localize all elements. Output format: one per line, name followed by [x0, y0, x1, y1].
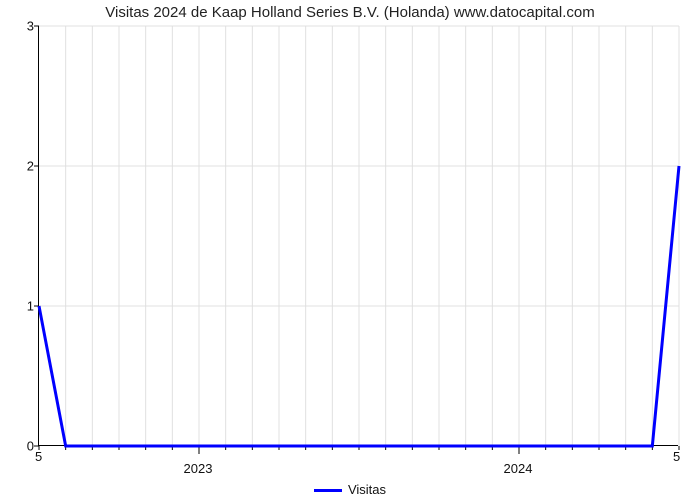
xmajor-label-1: 2024 [504, 461, 533, 476]
xedge-right-label: 5 [673, 449, 680, 464]
chart-title: Visitas 2024 de Kaap Holland Series B.V.… [0, 4, 700, 21]
legend-label: Visitas [348, 482, 386, 497]
legend: Visitas [0, 482, 700, 497]
xmajor-label-0: 2023 [184, 461, 213, 476]
legend-swatch [314, 489, 342, 492]
ytick-label-3: 3 [4, 19, 34, 34]
xedge-left-label: 5 [35, 449, 42, 464]
ytick-label-0: 0 [4, 439, 34, 454]
ytick-label-2: 2 [4, 159, 34, 174]
plot-svg [39, 26, 679, 446]
chart-container: Visitas 2024 de Kaap Holland Series B.V.… [0, 0, 700, 500]
plot-area [38, 26, 678, 446]
ytick-label-1: 1 [4, 299, 34, 314]
